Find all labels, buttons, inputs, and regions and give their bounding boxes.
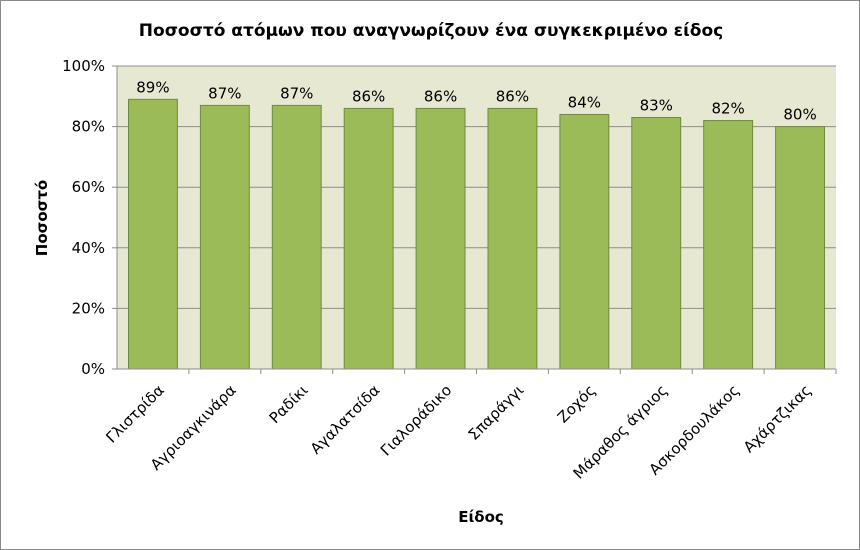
bar: [487, 107, 538, 370]
bar: [775, 126, 825, 370]
bar: [199, 104, 250, 370]
data-label: 82%: [711, 100, 744, 118]
y-tick-label: 60%: [72, 178, 105, 196]
bar: [559, 113, 610, 370]
bar: [343, 107, 394, 370]
data-label: 86%: [424, 87, 457, 105]
bar: [415, 107, 466, 370]
y-tick-label: 40%: [72, 239, 105, 257]
y-tick-label: 100%: [62, 57, 105, 75]
bar: [128, 98, 178, 370]
category-label: Σπαράγγι: [465, 381, 528, 444]
bar: [703, 120, 754, 370]
data-label: 87%: [280, 84, 313, 102]
data-label: 87%: [208, 84, 241, 102]
y-tick-label: 20%: [72, 299, 105, 317]
category-label: Ραδίκι: [266, 381, 312, 427]
data-label: 86%: [496, 87, 529, 105]
chart-title: Ποσοστό ατόμων που αναγνωρίζουν ένα συγκ…: [139, 21, 723, 41]
category-label: Ζοχός: [554, 381, 599, 426]
data-label: 80%: [783, 106, 816, 124]
category-label: Γιαλοράδικο: [377, 381, 456, 460]
bar: [271, 104, 322, 370]
category-label: Γλιστρίδα: [102, 381, 167, 446]
data-label: 83%: [640, 97, 673, 115]
category-label: Αχάρτζικας: [740, 381, 815, 456]
x-axis-title: Είδος: [458, 508, 504, 526]
y-tick-label: 80%: [72, 118, 105, 136]
data-label: 86%: [352, 87, 385, 105]
y-tick-label: 0%: [81, 360, 105, 378]
category-label: Αγαλατσίδα: [307, 381, 384, 458]
data-label: 89%: [136, 78, 169, 96]
data-label: 84%: [568, 93, 601, 111]
y-axis-title: Ποσοστό: [33, 180, 51, 256]
bar: [631, 117, 682, 370]
